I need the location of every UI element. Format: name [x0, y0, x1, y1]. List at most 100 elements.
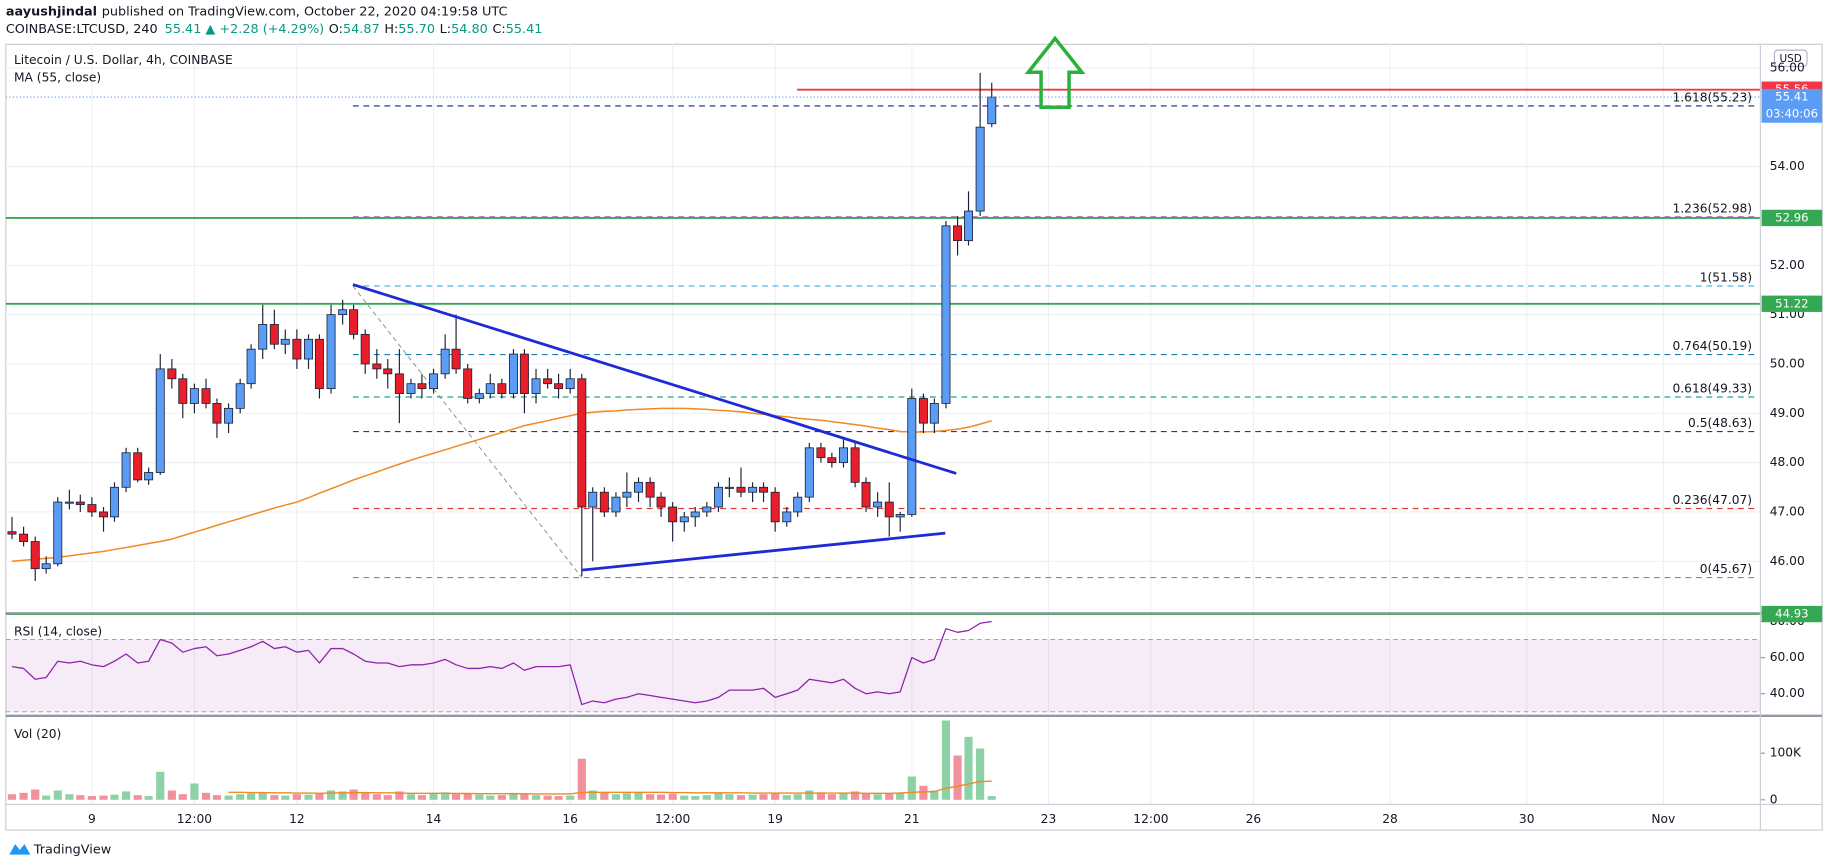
volume-bar	[930, 790, 939, 800]
candle-body	[167, 368, 177, 380]
candle-body	[782, 511, 792, 523]
candle-body	[861, 481, 871, 508]
candle-body	[326, 314, 336, 390]
volume-bar	[338, 791, 347, 800]
volume-ma-line	[228, 780, 992, 795]
volume-bar	[566, 795, 575, 800]
candle-body	[64, 501, 74, 504]
volume-bar	[976, 748, 985, 800]
volume-bar	[896, 792, 905, 800]
candle-body	[953, 225, 963, 242]
candle-body	[212, 403, 222, 424]
y-tick-label: 47.00	[1770, 504, 1805, 518]
volume-bar	[656, 794, 666, 800]
volume-bar	[611, 794, 621, 800]
volume-bar	[236, 794, 245, 800]
fib-label: 0.618(49.33)	[1672, 381, 1752, 395]
candle-body	[508, 353, 518, 394]
candle-body	[816, 447, 826, 459]
candle-body	[941, 225, 951, 404]
candle-body	[109, 486, 119, 518]
candle-body	[736, 486, 746, 493]
ohlc-value: 54.80	[451, 22, 488, 37]
volume-bar	[315, 792, 324, 800]
volume-bar	[861, 793, 871, 800]
x-tick-label: 28	[1382, 812, 1398, 826]
y-tick-label: 48.00	[1770, 455, 1805, 469]
ohlc-value: 55.70	[398, 22, 435, 37]
volume-bar	[953, 755, 962, 800]
candle-body	[451, 348, 461, 370]
volume-bar	[417, 795, 427, 800]
labels: 9 12:00 12 14 16 12:00 19 21 23 12:00 26 28 30 Nov 46.…	[88, 60, 1823, 826]
volume-bar	[964, 736, 973, 800]
volume-bar	[224, 795, 233, 800]
x-tick-label: 12:00	[1133, 812, 1168, 826]
volume-bar	[110, 794, 119, 800]
ohlc-label: O:	[329, 22, 343, 37]
candle-body	[429, 373, 439, 390]
volume-tick-label: 0	[1770, 792, 1778, 806]
candle-body	[702, 506, 712, 513]
volume-bar	[383, 795, 392, 800]
candle-body	[838, 447, 848, 464]
volume-bar	[395, 791, 404, 800]
fib-label: 0.764(50.19)	[1672, 339, 1752, 353]
candle-body	[99, 511, 109, 518]
candle-body	[41, 563, 51, 570]
volume-bar	[748, 794, 757, 800]
candle-body	[417, 383, 427, 390]
y-tick-label: 50.00	[1770, 356, 1805, 370]
author: aayushjindal	[6, 4, 97, 19]
candle-body	[133, 452, 143, 481]
volume-bar	[736, 795, 746, 800]
candle-body	[759, 486, 769, 493]
candle-body	[474, 393, 484, 399]
volume-tick-label: 100K	[1770, 746, 1802, 760]
candle-body	[121, 452, 131, 488]
rsi-tick-label: 60.00	[1770, 650, 1805, 664]
volume-bar	[270, 795, 279, 800]
x-tick-label: 21	[904, 812, 920, 826]
trendline	[581, 531, 946, 572]
volume-bar	[258, 792, 267, 800]
x-tick-label: 14	[426, 812, 442, 826]
volume-bar	[156, 771, 165, 800]
volume-bar	[873, 794, 882, 800]
candle-body	[75, 501, 85, 505]
volume-bar	[121, 791, 131, 800]
volume-bar	[907, 776, 916, 800]
volume-bar	[622, 793, 631, 800]
candle-body	[7, 531, 17, 535]
volume-bar	[805, 790, 814, 800]
candle-body	[554, 383, 564, 390]
candle-body	[406, 383, 416, 394]
volume-bar	[201, 792, 211, 800]
currency: USD	[1779, 53, 1801, 65]
volume-bar	[65, 794, 74, 800]
footer: TradingView	[33, 842, 111, 857]
volume-bar	[212, 795, 222, 800]
volume-bar	[167, 790, 176, 800]
fib-label: 1(51.58)	[1700, 270, 1752, 284]
volume-bar	[76, 795, 85, 800]
x-tick-label: 12:00	[177, 812, 212, 826]
volume-bar	[497, 795, 506, 800]
candle-body	[895, 514, 905, 518]
candle-body	[304, 338, 313, 360]
candle-body	[724, 486, 734, 489]
volume-bar	[987, 796, 996, 800]
volume-bar	[247, 793, 256, 800]
quote-line: COINBASE:LTCUSD, 240 55.41 ▲ +2.28 (+4.29…	[6, 22, 543, 37]
volume-bar	[782, 795, 791, 800]
level-box	[1761, 295, 1823, 312]
candle-body	[804, 447, 814, 498]
volume-bar	[759, 794, 768, 800]
volume-bar	[793, 794, 802, 800]
volume-bar	[543, 795, 552, 800]
candle-body	[793, 496, 803, 513]
volume-bar	[816, 792, 826, 800]
candle-body	[519, 353, 529, 394]
volume-bar	[509, 792, 518, 800]
